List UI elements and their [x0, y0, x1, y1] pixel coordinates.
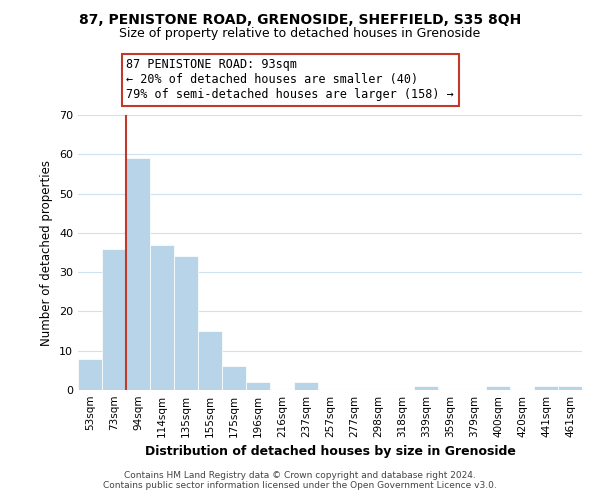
Y-axis label: Number of detached properties: Number of detached properties: [40, 160, 53, 346]
Bar: [78, 358, 102, 390]
Text: Contains HM Land Registry data © Crown copyright and database right 2024.
Contai: Contains HM Land Registry data © Crown c…: [103, 470, 497, 490]
Bar: [150, 244, 174, 390]
Bar: [486, 386, 510, 390]
X-axis label: Distribution of detached houses by size in Grenoside: Distribution of detached houses by size …: [145, 446, 515, 458]
Bar: [534, 386, 558, 390]
Text: Size of property relative to detached houses in Grenoside: Size of property relative to detached ho…: [119, 28, 481, 40]
Bar: [222, 366, 246, 390]
Bar: [174, 256, 198, 390]
Bar: [246, 382, 270, 390]
Bar: [294, 382, 318, 390]
Bar: [102, 248, 126, 390]
Text: 87, PENISTONE ROAD, GRENOSIDE, SHEFFIELD, S35 8QH: 87, PENISTONE ROAD, GRENOSIDE, SHEFFIELD…: [79, 12, 521, 26]
Bar: [126, 158, 150, 390]
Bar: [198, 331, 222, 390]
Bar: [558, 386, 582, 390]
Bar: [414, 386, 438, 390]
Text: 87 PENISTONE ROAD: 93sqm
← 20% of detached houses are smaller (40)
79% of semi-d: 87 PENISTONE ROAD: 93sqm ← 20% of detach…: [126, 58, 454, 101]
